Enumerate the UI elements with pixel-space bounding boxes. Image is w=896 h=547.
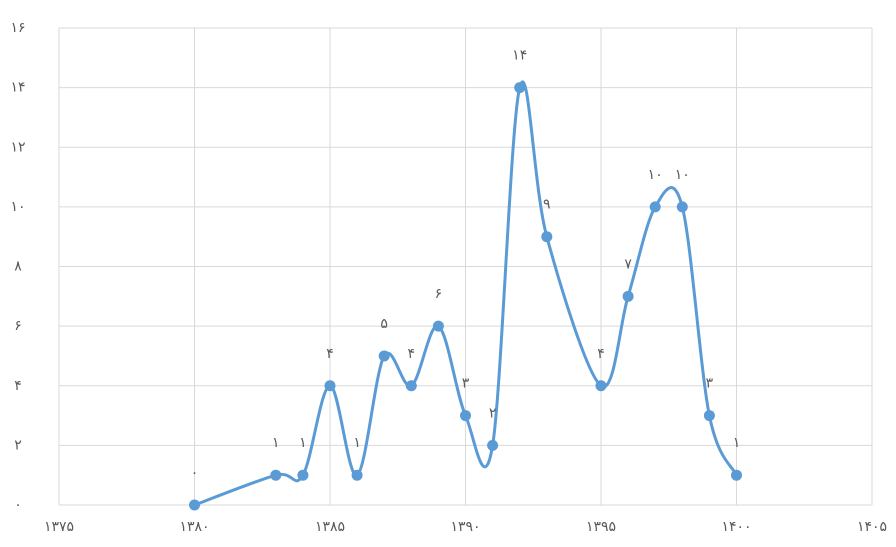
data-label: ۰ [191, 465, 199, 481]
marker [406, 380, 417, 391]
data-label: ۱۰ [675, 167, 690, 183]
data-label: ۱۰ [648, 167, 663, 183]
marker [596, 380, 607, 391]
marker [352, 470, 363, 481]
x-tick-label: ۱۳۸۵ [315, 519, 345, 535]
marker [433, 321, 444, 332]
data-label: ۱ [353, 435, 361, 451]
x-tick-label: ۱۳۹۰ [450, 519, 480, 535]
x-tick-label: ۱۳۹۵ [586, 519, 616, 535]
marker [650, 201, 661, 212]
marker [189, 500, 200, 511]
y-tick-label: ۱۲ [10, 139, 25, 155]
y-tick-label: ۲ [14, 437, 22, 453]
marker [514, 82, 525, 93]
data-label: ۲ [489, 405, 497, 421]
data-label: ۳ [706, 376, 714, 392]
data-label: ۱ [733, 435, 741, 451]
x-tick-label: ۱۴۰۰ [721, 519, 751, 535]
data-label: ۱ [272, 435, 280, 451]
marker [623, 291, 634, 302]
data-label: ۴ [408, 346, 416, 362]
data-label: ۹ [543, 197, 551, 213]
y-tick-label: ۴ [14, 378, 22, 394]
y-tick-label: ۶ [14, 318, 22, 334]
chart: ۰۲۴۶۸۱۰۱۲۱۴۱۶۱۳۷۵۱۳۸۰۱۳۸۵۱۳۹۰۱۳۹۵۱۴۰۰۱۴۰… [0, 0, 896, 547]
data-label: ۳ [462, 376, 470, 392]
marker [731, 470, 742, 481]
y-tick-label: ۸ [14, 259, 22, 275]
x-tick-label: ۱۴۰۵ [857, 519, 887, 535]
data-label: ۱ [299, 435, 307, 451]
marker [297, 470, 308, 481]
data-label: ۷ [624, 256, 632, 272]
data-label: ۴ [326, 346, 334, 362]
y-tick-label: ۱۶ [10, 20, 25, 36]
data-label: ۱۴ [512, 48, 527, 64]
marker [704, 410, 715, 421]
x-tick-label: ۱۳۸۰ [179, 519, 209, 535]
x-tick-label: ۱۳۷۵ [44, 519, 74, 535]
y-tick-label: ۱۰ [10, 199, 25, 215]
marker [677, 201, 688, 212]
y-tick-label: ۱۴ [10, 80, 25, 96]
data-label: ۵ [380, 316, 388, 332]
marker [325, 380, 336, 391]
data-label: ۶ [435, 286, 443, 302]
marker [270, 470, 281, 481]
marker [379, 350, 390, 361]
y-tick-label: ۰ [14, 497, 22, 513]
marker [541, 231, 552, 242]
marker [460, 410, 471, 421]
data-label: ۴ [597, 346, 605, 362]
marker [487, 440, 498, 451]
